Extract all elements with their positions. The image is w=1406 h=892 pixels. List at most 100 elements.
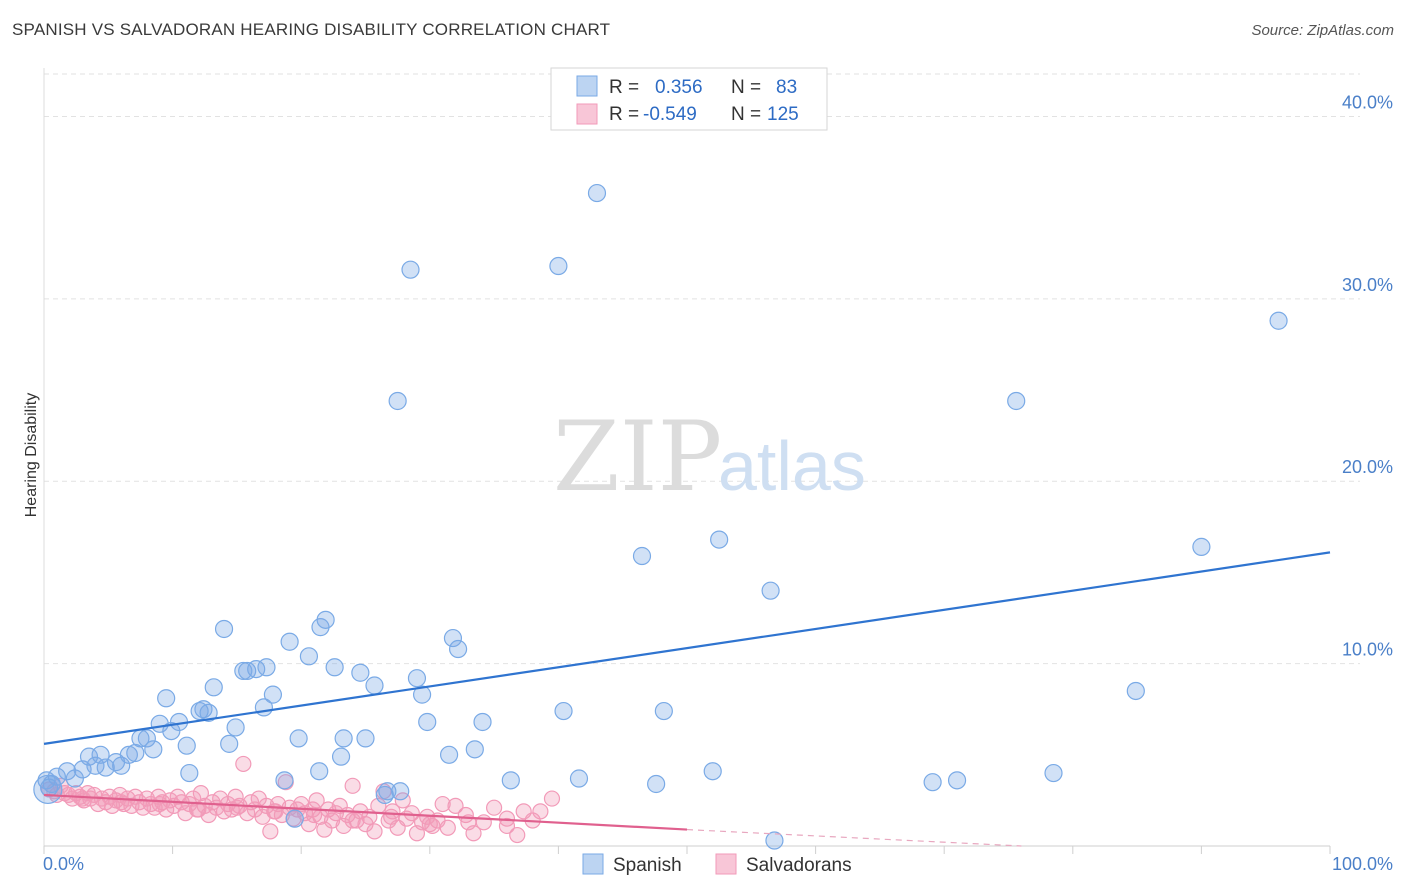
spanish-point-63	[473, 712, 492, 732]
spanish-trend-line	[43, 551, 1331, 745]
spanish-point-75	[765, 831, 784, 850]
legend-n-value-1: 83	[776, 77, 797, 98]
salvadoran-point-109	[532, 803, 549, 820]
spanish-point-60	[443, 628, 463, 648]
salvadoran-point-114	[190, 801, 207, 818]
spanish-point-68	[587, 183, 607, 203]
spanish-point-66	[554, 701, 573, 721]
watermark-atlas: atlas	[718, 427, 866, 505]
data-points	[33, 183, 1288, 850]
spanish-point-61	[448, 639, 468, 659]
spanish-point-54	[391, 782, 410, 801]
spanish-point-17	[144, 740, 163, 759]
spanish-point-81	[1192, 537, 1211, 556]
chart-title: SPANISH VS SALVADORAN HEARING DISABILITY…	[12, 20, 611, 39]
spanish-point-28	[214, 619, 234, 639]
spanish-point-53	[388, 391, 407, 411]
legend-n-label-1: N =	[731, 77, 761, 98]
spanish-point-44	[316, 610, 335, 629]
spanish-point-71	[654, 701, 673, 721]
x-tick-label-1: 100.0%	[1332, 854, 1393, 874]
bottom-legend-swatch-spanish	[582, 853, 604, 875]
trend-lines	[43, 551, 1331, 847]
spanish-point-cluster	[33, 774, 63, 805]
spanish-point-47	[334, 729, 353, 748]
legend-swatch-spanish	[576, 75, 598, 97]
salvadoran-point-120	[421, 816, 438, 833]
legend-n-label-2: N =	[731, 104, 761, 125]
spanish-point-42	[310, 762, 329, 781]
spanish-point-70	[647, 774, 666, 794]
spanish-point-4	[58, 762, 77, 781]
spanish-point-69	[632, 546, 652, 566]
spanish-point-41	[299, 647, 319, 666]
salvadoran-point-112	[113, 794, 130, 811]
salvadoran-point-106	[509, 826, 526, 844]
spanish-point-82	[1269, 311, 1288, 330]
spanish-point-22	[177, 736, 196, 755]
spanish-point-64	[501, 771, 520, 790]
spanish-point-56	[407, 669, 427, 688]
spanish-point-57	[412, 685, 432, 704]
spanish-point-58	[418, 712, 437, 732]
spanish-point-29	[220, 734, 239, 753]
spanish-point-80	[1126, 681, 1145, 701]
legend-r-value-1: 0.356	[655, 77, 703, 98]
spanish-point-72	[703, 762, 722, 781]
spanish-point-59	[439, 745, 459, 764]
spanish-point-16	[137, 729, 156, 748]
spanish-point-7	[79, 747, 99, 766]
salvadoran-point-80	[348, 812, 365, 829]
spanish-point-39	[285, 809, 304, 828]
spanish-point-65	[549, 256, 568, 276]
salvadoran-trend-extension	[686, 828, 1022, 847]
salvadoran-point-58	[262, 823, 279, 840]
salvadoran-point-118	[344, 812, 361, 829]
tick-labels: 10.0% 20.0% 30.0% 40.0% 0.0% 100.0%	[43, 92, 1393, 874]
spanish-point-32	[238, 661, 257, 681]
salvadoran-point-103	[475, 814, 492, 831]
salvadoran-point-104	[486, 799, 503, 816]
salvadoran-point-84	[366, 823, 383, 840]
salvadoran-point-99	[439, 819, 456, 836]
y-tick-label-1: 20.0%	[1342, 457, 1393, 477]
spanish-point-10	[96, 758, 115, 777]
legend-r-label-1: R =	[609, 77, 639, 98]
y-axis-label: Hearing Disability	[23, 393, 40, 518]
salvadoran-point-98	[434, 795, 451, 813]
spanish-point-27	[204, 678, 223, 697]
spanish-point-78	[1007, 391, 1026, 411]
salvadoran-point-113	[151, 795, 168, 813]
salvadoran-point-117	[305, 806, 323, 824]
watermark-zip: ZIP	[553, 401, 722, 513]
axes	[43, 68, 1331, 854]
spanish-point-74	[761, 581, 780, 600]
spanish-point-3	[47, 767, 66, 786]
salvadoran-point-110	[543, 790, 561, 807]
bottom-legend-swatch-salvadorans	[715, 853, 737, 875]
spanish-point-35	[257, 658, 276, 677]
spanish-point-77	[947, 771, 967, 790]
legend-r-value-2: -0.549	[643, 104, 697, 125]
spanish-point-48	[351, 663, 370, 682]
salvadoran-point-111	[74, 790, 91, 807]
legend-r-label-2: R =	[609, 104, 639, 125]
salvadoran-trend-line	[43, 793, 688, 831]
spanish-point-76	[923, 773, 942, 792]
legend: R = 0.356 N = 83 R = -0.549 N = 125	[550, 67, 828, 131]
y-tick-label-0: 10.0%	[1342, 640, 1393, 660]
salvadoran-point-122	[498, 817, 516, 835]
spanish-point-79	[1044, 763, 1063, 783]
salvadoran-point-92	[403, 805, 420, 822]
y-tick-label-2: 30.0%	[1342, 275, 1393, 295]
spanish-point-20	[162, 721, 181, 741]
spanish-point-49	[356, 729, 375, 748]
salvadoran-point-88	[384, 803, 401, 820]
spanish-point-62	[465, 740, 484, 759]
salvadoran-point-40	[192, 785, 209, 802]
legend-swatch-salvadorans	[576, 103, 598, 125]
y-tick-label-3: 40.0%	[1342, 92, 1393, 112]
legend-n-value-2: 125	[767, 104, 799, 125]
spanish-point-38	[280, 632, 299, 651]
spanish-point-13	[119, 745, 138, 764]
